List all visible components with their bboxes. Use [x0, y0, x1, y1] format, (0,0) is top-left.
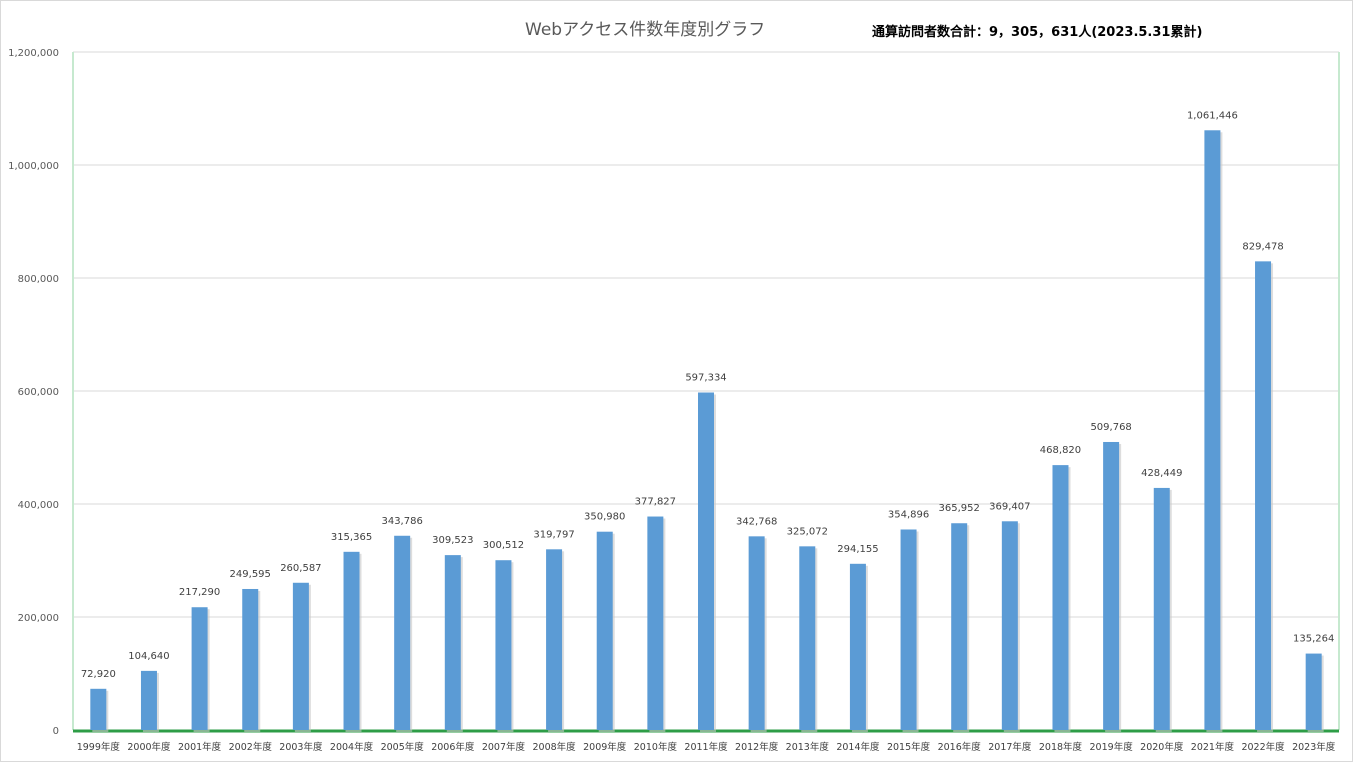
x-category-label: 2016年度: [938, 741, 982, 753]
y-tick-label: 200,000: [18, 613, 59, 624]
data-label: 260,587: [280, 563, 321, 574]
bar: [1255, 261, 1272, 730]
x-category-label: 2015年度: [887, 741, 931, 753]
data-label: 509,768: [1090, 422, 1131, 433]
y-tick-label: 1,000,000: [8, 161, 59, 172]
x-category-label: 2019年度: [1090, 741, 1134, 753]
total-visitors-annotation: 通算訪問者数合計：9，305，631人(2023.5.31累計): [872, 25, 1203, 40]
bar: [444, 555, 461, 730]
x-category-label: 2010年度: [634, 741, 678, 753]
bar: [140, 670, 157, 730]
x-category-label: 2023年度: [1292, 741, 1336, 753]
x-category-label: 2011年度: [684, 741, 728, 753]
x-category-label: 2009年度: [583, 741, 627, 753]
data-label: 354,896: [888, 509, 929, 520]
x-category-label: 2018年度: [1039, 741, 1083, 753]
x-category-label: 2007年度: [482, 741, 526, 753]
data-label: 377,827: [635, 497, 676, 508]
data-label: 342,768: [736, 516, 777, 527]
bar: [343, 551, 360, 730]
data-label: 319,797: [533, 529, 574, 540]
data-label: 369,407: [989, 501, 1030, 512]
y-tick-label: 1,200,000: [8, 48, 59, 59]
data-label: 72,920: [81, 669, 116, 680]
data-label: 309,523: [432, 535, 473, 546]
bar: [1001, 521, 1018, 730]
x-category-label: 2005年度: [381, 741, 425, 753]
x-category-label: 2014年度: [836, 741, 880, 753]
x-category-label: 1999年度: [77, 741, 121, 753]
bar: [1305, 653, 1322, 730]
data-label: 343,786: [381, 516, 422, 527]
bar: [900, 529, 917, 730]
x-category-label: 2012年度: [735, 741, 779, 753]
x-category-label: 2002年度: [229, 741, 273, 753]
y-tick-label: 600,000: [18, 387, 59, 398]
x-category-label: 2004年度: [330, 741, 374, 753]
bar: [951, 523, 968, 730]
x-category-label: 2006年度: [431, 741, 475, 753]
bar: [495, 560, 512, 730]
bar: [546, 549, 563, 730]
x-category-label: 2013年度: [786, 741, 830, 753]
x-category-label: 2003年度: [279, 741, 323, 753]
bar: [1204, 130, 1221, 730]
data-label: 365,952: [939, 503, 980, 514]
bar: [647, 516, 664, 730]
bar: [90, 688, 107, 730]
x-category-label: 2000年度: [127, 741, 171, 753]
x-category-label: 2008年度: [532, 741, 576, 753]
y-tick-label: 400,000: [18, 500, 59, 511]
x-category-label: 2022年度: [1241, 741, 1285, 753]
chart-title: Webアクセス件数年度別グラフ: [525, 20, 766, 40]
data-label: 1,061,446: [1187, 110, 1238, 121]
x-category-label: 2020年度: [1140, 741, 1184, 753]
bar: [191, 607, 208, 730]
bar: [1052, 465, 1069, 730]
data-label: 829,478: [1242, 241, 1283, 252]
bar: [799, 546, 816, 730]
bar: [1153, 487, 1170, 730]
bar: [1103, 441, 1120, 730]
data-label: 428,449: [1141, 468, 1182, 479]
data-label: 350,980: [584, 512, 625, 523]
data-label: 249,595: [230, 569, 271, 580]
bar: [394, 535, 411, 730]
x-category-label: 2017年度: [988, 741, 1032, 753]
x-category-label: 2021年度: [1191, 741, 1235, 753]
data-label: 468,820: [1040, 445, 1081, 456]
bar: [596, 531, 613, 730]
data-label: 597,334: [685, 373, 726, 384]
y-tick-label: 800,000: [18, 274, 59, 285]
bar: [748, 536, 765, 730]
bar: [849, 563, 866, 730]
data-label: 315,365: [331, 532, 372, 543]
bar: [292, 582, 309, 730]
y-tick-label: 0: [53, 726, 59, 737]
bar: [242, 588, 259, 730]
data-label: 135,264: [1293, 634, 1334, 645]
data-label: 300,512: [483, 540, 524, 551]
data-label: 325,072: [787, 526, 828, 537]
data-label: 104,640: [128, 651, 169, 662]
data-label: 294,155: [837, 544, 878, 555]
x-category-label: 2001年度: [178, 741, 222, 753]
data-label: 217,290: [179, 587, 220, 598]
bar: [698, 392, 714, 730]
